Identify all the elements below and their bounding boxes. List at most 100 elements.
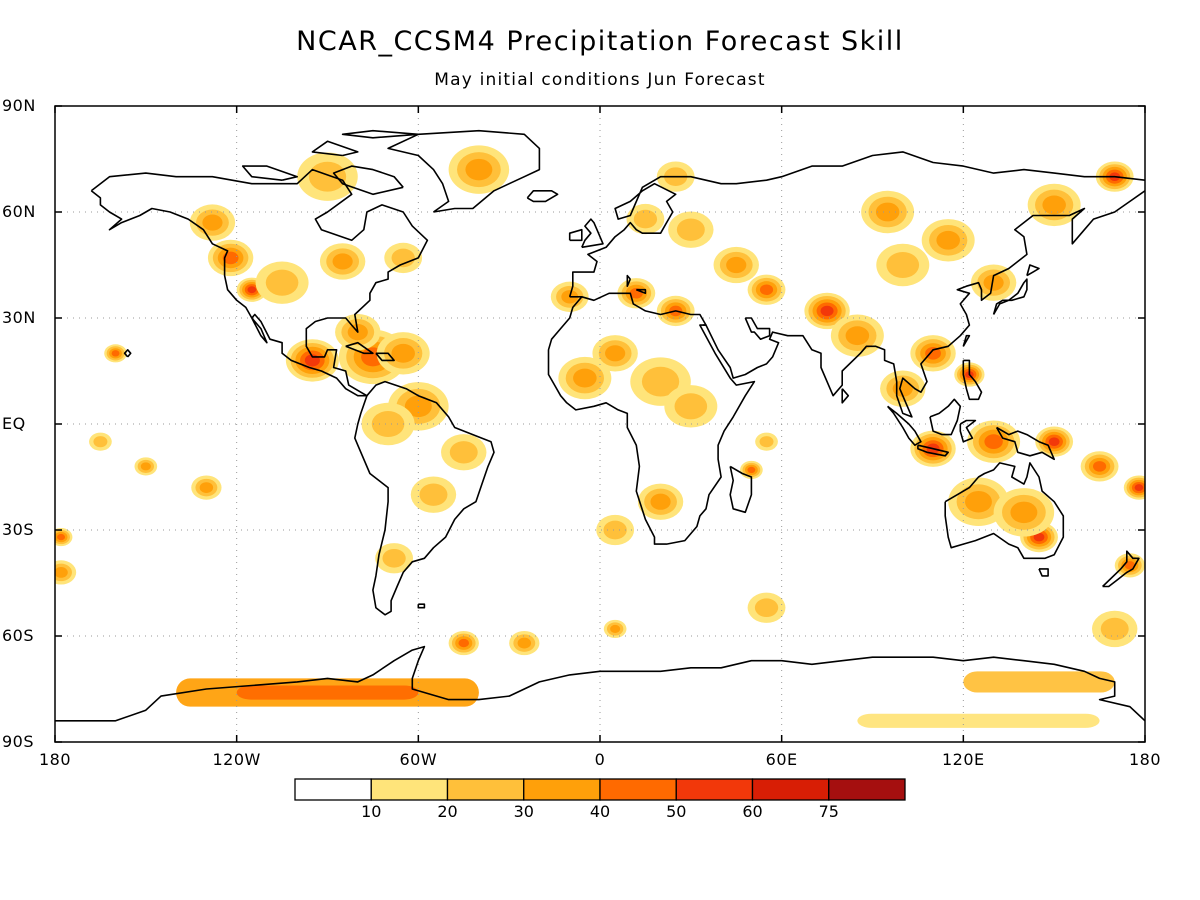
coastline <box>387 129 541 213</box>
lon-tick-label: 180 <box>1128 750 1162 769</box>
skill-region <box>892 380 913 397</box>
skill-region <box>845 326 870 346</box>
colorbar-swatch <box>523 778 601 801</box>
skill-region <box>202 214 223 231</box>
lat-tick-label: 90N <box>2 96 36 115</box>
coastline <box>917 444 949 457</box>
skill-region <box>332 253 353 270</box>
lon-tick-label: 180 <box>38 750 72 769</box>
coastline <box>636 288 647 295</box>
antarctic-skill-band <box>963 671 1115 693</box>
skill-region <box>1033 532 1045 542</box>
colorbar-label: 50 <box>666 802 687 821</box>
skill-region <box>419 483 448 506</box>
colorbar-label: 30 <box>513 802 534 821</box>
lat-tick-label: 30S <box>2 520 35 539</box>
lat-tick-label: 60N <box>2 202 36 221</box>
skill-region <box>458 638 470 648</box>
colorbar-swatch <box>599 778 677 801</box>
coastline <box>944 462 1065 560</box>
skill-region <box>199 482 214 493</box>
skill-region <box>1124 561 1136 570</box>
lat-tick-label: 30N <box>2 308 36 327</box>
skill-region <box>449 441 478 464</box>
skill-region <box>265 269 299 296</box>
colorbar-label: 75 <box>818 802 839 821</box>
skill-region <box>371 410 405 438</box>
coastline <box>729 465 753 514</box>
skill-region <box>111 350 120 357</box>
skill-region <box>605 345 626 362</box>
coastline <box>962 359 983 401</box>
skill-region <box>936 230 960 250</box>
skill-region <box>573 368 597 388</box>
colorbar-swatch <box>294 778 372 801</box>
skill-region <box>1093 461 1107 472</box>
lon-tick-label: 60W <box>399 750 438 769</box>
skill-region <box>759 284 774 295</box>
skill-region <box>676 218 705 241</box>
coastline <box>311 140 359 157</box>
skill-region <box>603 520 627 540</box>
skill-region <box>674 393 708 420</box>
skill-region <box>57 533 66 541</box>
coastline <box>332 165 404 196</box>
skill-region <box>650 493 671 510</box>
lon-tick-label: 60E <box>765 750 798 769</box>
coastline <box>417 603 426 609</box>
skill-region <box>925 347 941 360</box>
coastline <box>375 352 395 362</box>
lat-tick-label: 60S <box>2 626 35 645</box>
coastline <box>55 645 1145 722</box>
coastline <box>1102 550 1140 588</box>
lat-tick-label: 90S <box>2 732 35 751</box>
skill-region <box>610 624 621 633</box>
skill-region <box>382 548 406 568</box>
skill-region <box>747 466 756 474</box>
skill-region <box>1134 484 1144 492</box>
colorbar-swatch <box>446 778 525 801</box>
skill-region <box>886 251 920 279</box>
coastline <box>841 388 850 404</box>
chart-subtitle: May initial conditions Jun Forecast <box>434 70 766 90</box>
colorbar-swatch <box>828 778 906 801</box>
coastline <box>90 168 429 397</box>
coastline <box>886 405 922 446</box>
skill-region <box>93 436 108 448</box>
coastline <box>581 218 604 249</box>
skill-region <box>1010 501 1038 524</box>
colorbar-label: 20 <box>437 802 458 821</box>
colorbar-label: 60 <box>742 802 763 821</box>
coastline <box>354 380 495 616</box>
coastline <box>1038 568 1049 577</box>
antarctic-skill-band <box>857 713 1100 728</box>
chart-title: NCAR_CCSM4 Precipitation Forecast Skill <box>296 26 904 57</box>
skill-region <box>759 436 774 448</box>
skill-region <box>55 567 68 578</box>
skill-region <box>641 366 680 397</box>
coastline <box>241 165 298 181</box>
coastline <box>341 129 419 139</box>
coastline <box>526 190 559 203</box>
skill-region <box>820 305 834 317</box>
skill-region <box>308 161 347 192</box>
coastline <box>995 426 1055 461</box>
coastline <box>1026 264 1040 277</box>
skill-region <box>1048 437 1060 446</box>
skill-region <box>247 286 257 294</box>
coastline <box>929 398 962 436</box>
colorbar-swatch <box>370 778 449 801</box>
lon-tick-label: 120W <box>212 750 261 769</box>
coastline <box>345 341 374 355</box>
coastline <box>959 419 977 443</box>
lat-tick-label: EQ <box>2 414 26 433</box>
skill-region <box>1042 195 1066 215</box>
coastline <box>626 274 632 287</box>
skill-region <box>1100 617 1129 641</box>
skill-region <box>875 202 900 222</box>
skill-region <box>140 462 151 471</box>
colorbar-label: 10 <box>361 802 382 821</box>
coastline <box>547 292 756 545</box>
coastline <box>702 190 1145 418</box>
